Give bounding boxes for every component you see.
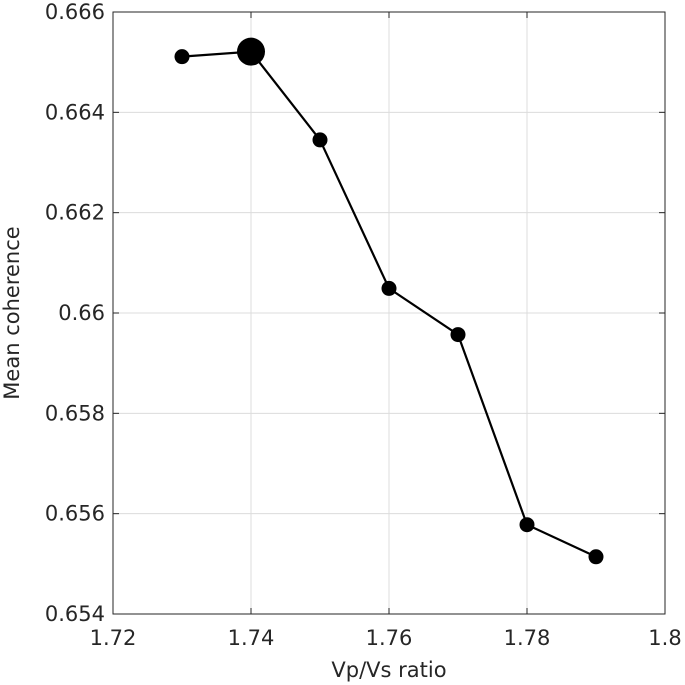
y-tick-label-1: 0.656 (45, 502, 105, 526)
x-axis-label: Vp/Vs ratio (331, 658, 446, 682)
tick-labels: 1.72 1.74 1.76 1.78 1.8 0.654 0.656 0.658 0.66 0.… (45, 0, 682, 650)
data-point-2 (312, 132, 328, 148)
data-point-4 (450, 327, 466, 343)
x-tick-label-4: 1.8 (648, 626, 681, 650)
data-point-0 (174, 49, 190, 65)
data-point-5 (519, 517, 535, 533)
data-point-6 (588, 549, 604, 565)
x-tick-label-0: 1.72 (90, 626, 137, 650)
y-tick-label-4: 0.662 (45, 201, 105, 225)
data-point-3 (381, 280, 397, 296)
y-tick-label-6: 0.666 (45, 0, 105, 24)
data-series (174, 37, 604, 565)
x-tick-label-2: 1.76 (366, 626, 413, 650)
y-tick-label-3: 0.66 (58, 301, 105, 325)
x-tick-label-3: 1.78 (504, 626, 551, 650)
grid-lines (112, 11, 666, 615)
y-tick-label-0: 0.654 (45, 602, 105, 626)
axes-frame (112, 11, 666, 615)
x-tick-label-1: 1.74 (228, 626, 275, 650)
y-tick-label-5: 0.664 (45, 100, 105, 124)
y-tick-label-2: 0.658 (45, 401, 105, 425)
y-axis-label: Mean coherence (0, 226, 24, 399)
data-point-highlight (237, 37, 265, 66)
